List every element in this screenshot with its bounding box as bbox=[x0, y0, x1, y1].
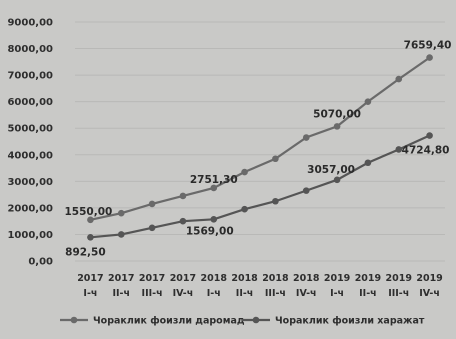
y-tick-label: 9000,00 bbox=[7, 18, 53, 29]
x-tick-label-year: 2018 bbox=[262, 273, 289, 284]
y-tick-label: 5000,00 bbox=[7, 124, 53, 135]
data-point bbox=[333, 176, 341, 184]
data-point bbox=[272, 197, 279, 205]
data-point bbox=[364, 159, 372, 167]
gridlines bbox=[75, 21, 445, 262]
x-tick-label-quarter: I-ч bbox=[83, 288, 97, 299]
series bbox=[87, 54, 433, 241]
x-tick-label-quarter: II-ч bbox=[112, 288, 130, 299]
x-tick-label-year: 2018 bbox=[293, 273, 320, 284]
data-labels: 1550,00 2751,30 5070,00 7659,40 892,50 1569,0… bbox=[65, 40, 452, 259]
x-tick-label-quarter: IV-ч bbox=[419, 288, 440, 299]
y-axis: 0,00 1000,00 2000,00 3000,00 4000,00 5000,00 6… bbox=[7, 18, 53, 268]
y-tick-label: 4000,00 bbox=[7, 150, 53, 161]
data-point bbox=[117, 231, 125, 238]
x-tick-label-year: 2019 bbox=[324, 273, 350, 284]
x-tick-label-quarter: III-ч bbox=[265, 288, 286, 299]
data-point bbox=[210, 184, 218, 192]
x-tick-label-year: 2019 bbox=[416, 273, 442, 284]
y-tick-label: 2000,00 bbox=[7, 203, 53, 214]
x-tick-label-quarter: III-ч bbox=[388, 288, 409, 299]
x-tick-label-year: 2018 bbox=[231, 273, 258, 284]
x-tick-label-quarter: I-ч bbox=[330, 288, 344, 299]
y-tick-label: 7000,00 bbox=[7, 71, 53, 82]
data-point bbox=[426, 54, 433, 61]
x-tick-label-quarter: I-ч bbox=[207, 288, 221, 299]
x-tick-label-year: 2018 bbox=[201, 273, 228, 284]
data-point bbox=[241, 205, 248, 213]
x-tick-label-year: 2019 bbox=[355, 273, 381, 284]
x-tick-label-year: 2017 bbox=[139, 273, 165, 284]
data-point bbox=[395, 75, 403, 83]
data-point bbox=[148, 224, 156, 232]
legend-marker bbox=[252, 316, 260, 324]
y-tick-label: 1000,00 bbox=[7, 230, 53, 241]
data-point bbox=[302, 187, 310, 194]
legend-label: Чораклик фоизли даромад bbox=[93, 316, 245, 327]
legend: Чораклик фоизли даромад Чораклик фоизли х… bbox=[60, 316, 425, 327]
data-point bbox=[426, 132, 433, 139]
data-point bbox=[87, 216, 94, 224]
legend-marker bbox=[70, 316, 78, 324]
data-point bbox=[179, 217, 187, 225]
x-tick-label-year: 2017 bbox=[108, 273, 134, 284]
y-tick-label: 0,00 bbox=[28, 257, 53, 268]
x-tick-label-year: 2017 bbox=[77, 273, 103, 284]
y-tick-label: 3000,00 bbox=[7, 177, 53, 188]
x-tick-label-year: 2019 bbox=[386, 273, 412, 284]
y-tick-label: 6000,00 bbox=[7, 97, 53, 108]
data-point bbox=[148, 200, 156, 208]
data-point bbox=[395, 146, 403, 153]
data-label: 892,50 bbox=[65, 246, 106, 258]
data-label: 5070,00 bbox=[313, 108, 361, 120]
data-point bbox=[117, 209, 125, 217]
data-point bbox=[333, 123, 341, 130]
data-point bbox=[210, 216, 218, 223]
x-tick-label-quarter: IV-ч bbox=[173, 288, 194, 299]
y-tick-label: 8000,00 bbox=[7, 44, 53, 55]
data-label: 1550,00 bbox=[65, 206, 113, 218]
series-line-2 bbox=[90, 134, 431, 239]
x-tick-label-quarter: II-ч bbox=[359, 288, 377, 299]
data-label: 4724,80 bbox=[402, 145, 450, 157]
x-tick-label-quarter: III-ч bbox=[142, 288, 163, 299]
data-point bbox=[364, 98, 372, 105]
data-point bbox=[179, 192, 187, 200]
x-tick-label-year: 2017 bbox=[170, 273, 196, 284]
data-point bbox=[241, 168, 248, 176]
series-line-1 bbox=[90, 56, 431, 221]
x-tick-label-quarter: IV-ч bbox=[296, 288, 317, 299]
data-label: 7659,40 bbox=[404, 40, 452, 52]
data-label: 3057,00 bbox=[307, 164, 355, 176]
data-label: 2751,30 bbox=[190, 174, 238, 186]
data-point bbox=[272, 155, 279, 163]
legend-label: Чораклик фоизли харажат bbox=[275, 316, 425, 327]
x-tick-label-quarter: II-ч bbox=[236, 288, 254, 299]
x-axis: 2017 I-ч 2017 II-ч 2017 III-ч 2017 IV-ч 2018 I-ч 2… bbox=[77, 273, 443, 299]
data-label: 1569,00 bbox=[186, 225, 234, 237]
data-point bbox=[87, 233, 94, 241]
data-point bbox=[302, 134, 310, 141]
